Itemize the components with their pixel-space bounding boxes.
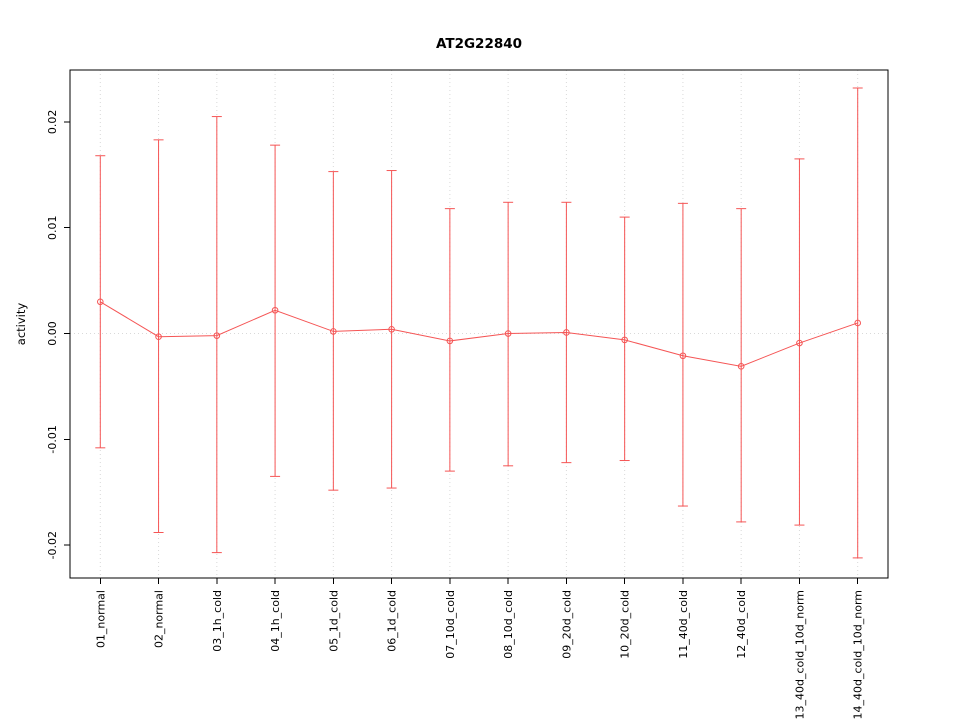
data-series-layer xyxy=(95,87,863,559)
x-tick-label: 11_40d_cold xyxy=(677,590,690,659)
data-point xyxy=(446,337,454,345)
y-tick-label: 0.02 xyxy=(46,110,59,135)
x-tick-label: 05_1d_cold xyxy=(327,590,340,652)
data-point xyxy=(854,319,862,327)
x-tick-label: 02_normal xyxy=(153,590,166,648)
data-point xyxy=(96,298,104,306)
data-point xyxy=(330,328,337,335)
data-point xyxy=(563,329,570,336)
x-tick-label: 04_1h_cold xyxy=(269,590,282,652)
y-tick-label: -0.02 xyxy=(46,531,59,559)
chart-title: AT2G22840 xyxy=(436,36,522,52)
data-point xyxy=(621,336,628,344)
y-axis-label: activity xyxy=(14,303,28,346)
x-tick-label: 10_20d_cold xyxy=(619,590,632,659)
x-tick-label: 08_10d_cold xyxy=(502,590,515,659)
data-point xyxy=(155,333,162,341)
series-line xyxy=(100,301,858,367)
x-tick-label: 12_40d_cold xyxy=(735,590,748,659)
y-tick-label: -0.01 xyxy=(46,425,59,453)
x-tick-label: 14_40d_cold_10d_norm xyxy=(852,590,865,720)
y-tick-label: 0.00 xyxy=(46,321,59,346)
x-tick-label: 09_20d_cold xyxy=(560,590,573,659)
x-tick-label: 13_40d_cold_10d_norm xyxy=(793,590,806,720)
y-tick-label: 0.01 xyxy=(46,215,59,240)
data-point xyxy=(679,352,687,360)
data-point xyxy=(388,325,395,333)
x-tick-label: 01_normal xyxy=(94,590,107,648)
data-point xyxy=(271,306,279,314)
data-point xyxy=(504,330,512,337)
plot-border xyxy=(69,69,889,579)
x-tick-label: 06_1d_cold xyxy=(386,590,399,652)
data-point xyxy=(737,363,745,370)
data-point xyxy=(213,332,221,339)
gridlines-layer xyxy=(70,70,888,578)
axes-layer: 01_normal 02_normal 03_1h_cold 04_1h_cold 05… xyxy=(46,110,865,720)
x-tick-label: 03_1h_cold xyxy=(211,590,224,652)
x-tick-label: 07_10d_cold xyxy=(444,590,457,659)
data-point xyxy=(796,339,803,347)
